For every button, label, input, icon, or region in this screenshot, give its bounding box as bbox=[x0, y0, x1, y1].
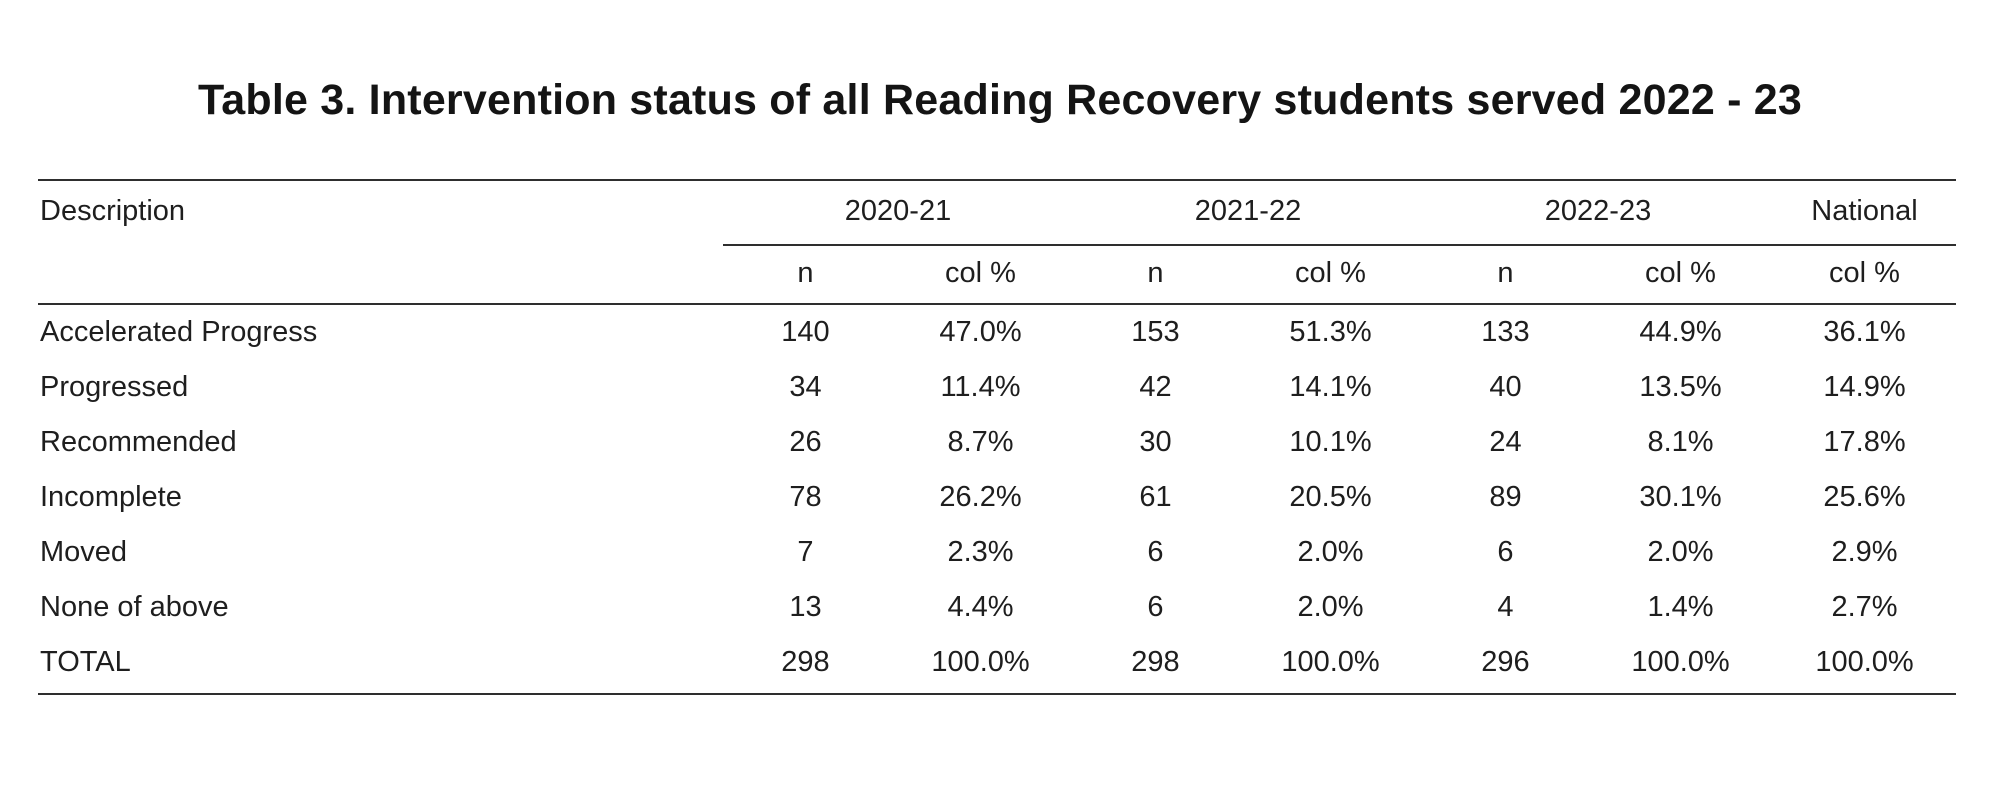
cell-value: 10.1% bbox=[1289, 426, 1372, 458]
table-row: Accelerated Progress 140 47.0% 153 51.3% 133 4… bbox=[38, 304, 1956, 360]
row-description: TOTAL bbox=[38, 635, 723, 695]
subheader-colpct-national: col % bbox=[1773, 245, 1956, 305]
row-description: Incomplete bbox=[40, 481, 182, 513]
table-row: Incomplete 78 26.2% 61 20.5% 89 30.1% 25.6% bbox=[38, 470, 1956, 525]
cell-value: 2.3% bbox=[947, 536, 1014, 568]
year-header-row: Description 2020-21 2021-22 2022-23 Nati… bbox=[38, 180, 1956, 305]
cell-value: 30.1% bbox=[1639, 481, 1722, 513]
cell-value: 20.5% bbox=[1289, 481, 1372, 513]
cell-value: 2.0% bbox=[1297, 536, 1364, 568]
cell-value: 2.9% bbox=[1831, 536, 1898, 568]
cell-value: 51.3% bbox=[1289, 316, 1372, 348]
column-header-description: Description bbox=[38, 180, 723, 305]
column-group-2020-21: 2020-21 bbox=[723, 180, 1073, 246]
column-group-national: National bbox=[1773, 180, 1956, 246]
cell-value: 4.4% bbox=[947, 591, 1014, 623]
row-description: Progressed bbox=[40, 371, 189, 403]
table-header: Description 2020-21 2021-22 2022-23 Nati… bbox=[38, 180, 1956, 305]
cell-value: 17.8% bbox=[1823, 426, 1906, 458]
table-body: Accelerated Progress 140 47.0% 153 51.3% 133 4… bbox=[38, 304, 1956, 695]
subheader-n-2022-23: n bbox=[1423, 245, 1588, 305]
cell-value: 100.0% bbox=[1588, 635, 1773, 695]
cell-value: 25.6% bbox=[1823, 481, 1906, 513]
column-group-2022-23: 2022-23 bbox=[1423, 180, 1773, 246]
cell-value: 140 bbox=[781, 316, 830, 348]
cell-value: 42 bbox=[1139, 371, 1172, 403]
cell-value: 13 bbox=[789, 591, 822, 623]
cell-value: 153 bbox=[1131, 316, 1180, 348]
cell-value: 2.7% bbox=[1831, 591, 1898, 623]
cell-value: 34 bbox=[789, 371, 822, 403]
cell-value: 298 bbox=[1073, 635, 1238, 695]
table-row: TOTAL 298 100.0% 298 100.0% 296 100.0% 100.0% bbox=[38, 635, 1956, 695]
intervention-status-table: Description 2020-21 2021-22 2022-23 Nati… bbox=[38, 179, 1956, 695]
subheader-row: n col % n col % n col % col % bbox=[38, 245, 1956, 305]
cell-value: 26 bbox=[789, 426, 822, 458]
cell-value: 40 bbox=[1489, 371, 1522, 403]
cell-value: 8.7% bbox=[947, 426, 1014, 458]
table-row: Progressed 34 11.4% 42 14.1% 40 13.5% 14.9% bbox=[38, 360, 1956, 415]
row-description: Recommended bbox=[40, 426, 237, 458]
cell-value: 13.5% bbox=[1639, 371, 1722, 403]
cell-value: 30 bbox=[1139, 426, 1172, 458]
subheader-colpct-2021-22: col % bbox=[1238, 245, 1423, 305]
table-row: Recommended 26 8.7% 30 10.1% 24 8.1% 17.8% bbox=[38, 415, 1956, 470]
subheader-colpct-2022-23: col % bbox=[1588, 245, 1773, 305]
row-description: Moved bbox=[40, 536, 128, 568]
cell-value: 6 bbox=[1147, 591, 1164, 623]
cell-value: 78 bbox=[789, 481, 822, 513]
cell-value: 2.0% bbox=[1647, 536, 1714, 568]
column-group-2021-22: 2021-22 bbox=[1073, 180, 1423, 246]
cell-value: 7 bbox=[797, 536, 814, 568]
cell-value: 11.4% bbox=[940, 371, 1021, 403]
subheader-colpct-2020-21: col % bbox=[888, 245, 1073, 305]
cell-value: 6 bbox=[1147, 536, 1164, 568]
row-description: None of above bbox=[40, 591, 229, 623]
cell-value: 6 bbox=[1497, 536, 1514, 568]
cell-value: 2.0% bbox=[1297, 591, 1364, 623]
cell-value: 133 bbox=[1481, 316, 1530, 348]
cell-value: 47.0% bbox=[939, 316, 1022, 348]
cell-value: 36.1% bbox=[1823, 316, 1906, 348]
cell-value: 100.0% bbox=[1238, 635, 1423, 695]
cell-value: 8.1% bbox=[1647, 426, 1714, 458]
cell-value: 100.0% bbox=[1773, 635, 1956, 695]
cell-value: 14.1% bbox=[1289, 371, 1372, 403]
cell-value: 100.0% bbox=[888, 635, 1073, 695]
cell-value: 44.9% bbox=[1639, 316, 1722, 348]
cell-value: 89 bbox=[1489, 481, 1522, 513]
cell-value: 296 bbox=[1423, 635, 1588, 695]
table-row: Moved 7 2.3% 6 2.0% 6 2.0% 2.9% bbox=[38, 525, 1956, 580]
cell-value: 1.4% bbox=[1647, 591, 1714, 623]
cell-value: 298 bbox=[723, 635, 888, 695]
cell-value: 4 bbox=[1497, 591, 1514, 623]
subheader-n-2021-22: n bbox=[1073, 245, 1238, 305]
page: Table 3. Intervention status of all Read… bbox=[0, 76, 2000, 800]
table-title: Table 3. Intervention status of all Read… bbox=[198, 76, 1802, 124]
table-row: None of above 13 4.4% 6 2.0% 4 1.4% 2.7% bbox=[38, 580, 1956, 635]
row-description: Accelerated Progress bbox=[40, 316, 318, 348]
cell-value: 24 bbox=[1489, 426, 1522, 458]
cell-value: 14.9% bbox=[1823, 371, 1906, 403]
cell-value: 61 bbox=[1139, 481, 1172, 513]
subheader-n-2020-21: n bbox=[723, 245, 888, 305]
cell-value: 26.2% bbox=[939, 481, 1022, 513]
